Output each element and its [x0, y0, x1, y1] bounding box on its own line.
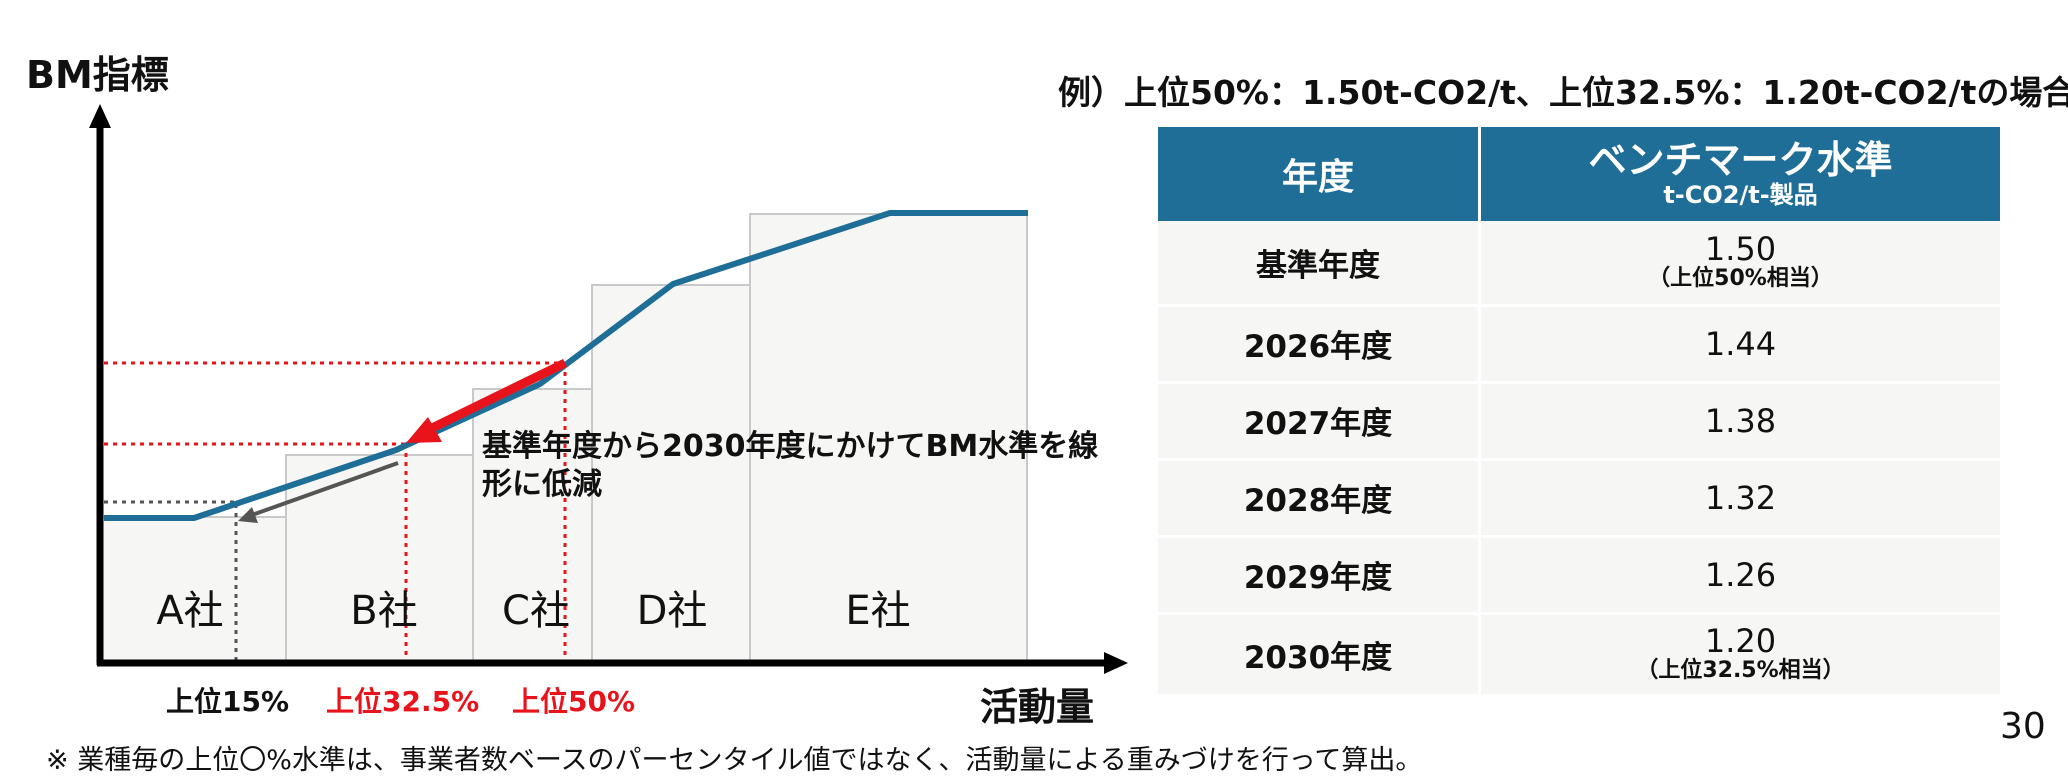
company-label-c: C社 — [502, 588, 570, 634]
example-title: 例）上位50%：1.50t-CO2/t、上位32.5%：1.20t-CO2/tの… — [1058, 73, 2068, 112]
benchmark-table: 年度 ベンチマーク水準 t-CO2/t-製品 基準年度 1.50 （上位50%相… — [1158, 127, 2000, 697]
table-header-row: 年度 ベンチマーク水準 t-CO2/t-製品 — [1158, 127, 2000, 221]
company-bar-a — [99, 516, 287, 664]
row-year: 2028年度 — [1158, 459, 1481, 538]
row-value-cell: 1.32 — [1479, 459, 2000, 538]
x-axis-arrowhead — [1104, 652, 1128, 674]
y-axis-arrowhead — [89, 104, 111, 128]
row-note: （上位32.5%相当） — [1636, 658, 1845, 683]
bm-chart — [89, 104, 1128, 674]
row-note: （上位50%相当） — [1648, 266, 1833, 292]
marker-label-50: 上位50% — [512, 685, 636, 718]
footnote: ※ 業種毎の上位〇%水準は、事業者数ベースのパーセンタイル値ではなく、活動量によ… — [46, 745, 1423, 776]
company-bar-b — [285, 454, 474, 664]
row-year: 2030年度 — [1158, 613, 1481, 697]
curve-annotation: 基準年度から2030年度にかけてBM水準を線形に低減 — [482, 429, 1099, 502]
marker-label-15: 上位15% — [166, 685, 290, 718]
row-value: 1.38 — [1704, 401, 1777, 440]
table-row: 2026年度 1.44 — [1158, 305, 2000, 384]
company-label-e: E社 — [845, 588, 911, 634]
row-value: 1.32 — [1704, 478, 1777, 517]
reduction-arrow-shaft — [430, 358, 567, 433]
table-row: 2030年度 1.20 （上位32.5%相当） — [1158, 613, 2000, 697]
company-bar-d — [591, 284, 751, 664]
page-number: 30 — [2000, 706, 2046, 747]
reduction-arrow-head — [406, 417, 442, 443]
row-value: 1.26 — [1704, 555, 1777, 594]
x-axis-label: 活動量 — [980, 685, 1095, 729]
row-value: 1.44 — [1704, 324, 1777, 363]
header-bm-unit: t-CO2/t-製品 — [1663, 181, 1818, 209]
company-label-d: D社 — [636, 588, 708, 634]
header-year: 年度 — [1158, 127, 1481, 221]
table-row: 2029年度 1.26 — [1158, 536, 2000, 615]
row-value-cell: 1.44 — [1479, 305, 2000, 384]
row-value-cell: 1.20 （上位32.5%相当） — [1479, 613, 2000, 697]
company-bar-e — [749, 213, 1028, 664]
row-value-cell: 1.50 （上位50%相当） — [1479, 221, 2000, 307]
row-value: 1.50 — [1704, 230, 1777, 269]
y-axis-label: BM指標 — [26, 53, 169, 97]
gray-arrow-shaft — [251, 461, 399, 517]
table-row: 2027年度 1.38 — [1158, 382, 2000, 461]
row-year: 2026年度 — [1158, 305, 1481, 384]
marker-label-325: 上位32.5% — [326, 685, 480, 718]
company-label-a: A社 — [156, 588, 224, 634]
row-year: 2027年度 — [1158, 382, 1481, 461]
table-row: 基準年度 1.50 （上位50%相当） — [1158, 221, 2000, 307]
row-year: 2029年度 — [1158, 536, 1481, 615]
bm-curve — [104, 210, 1028, 521]
company-label-b: B社 — [350, 588, 418, 634]
gray-arrow-head — [238, 507, 258, 523]
row-value: 1.20 — [1704, 622, 1777, 660]
row-year: 基準年度 — [1158, 221, 1481, 307]
table-row: 2028年度 1.32 — [1158, 459, 2000, 538]
header-bm: ベンチマーク水準 t-CO2/t-製品 — [1479, 127, 2000, 221]
row-value-cell: 1.26 — [1479, 536, 2000, 615]
header-bm-title: ベンチマーク水準 — [1588, 138, 1893, 182]
row-value-cell: 1.38 — [1479, 382, 2000, 461]
